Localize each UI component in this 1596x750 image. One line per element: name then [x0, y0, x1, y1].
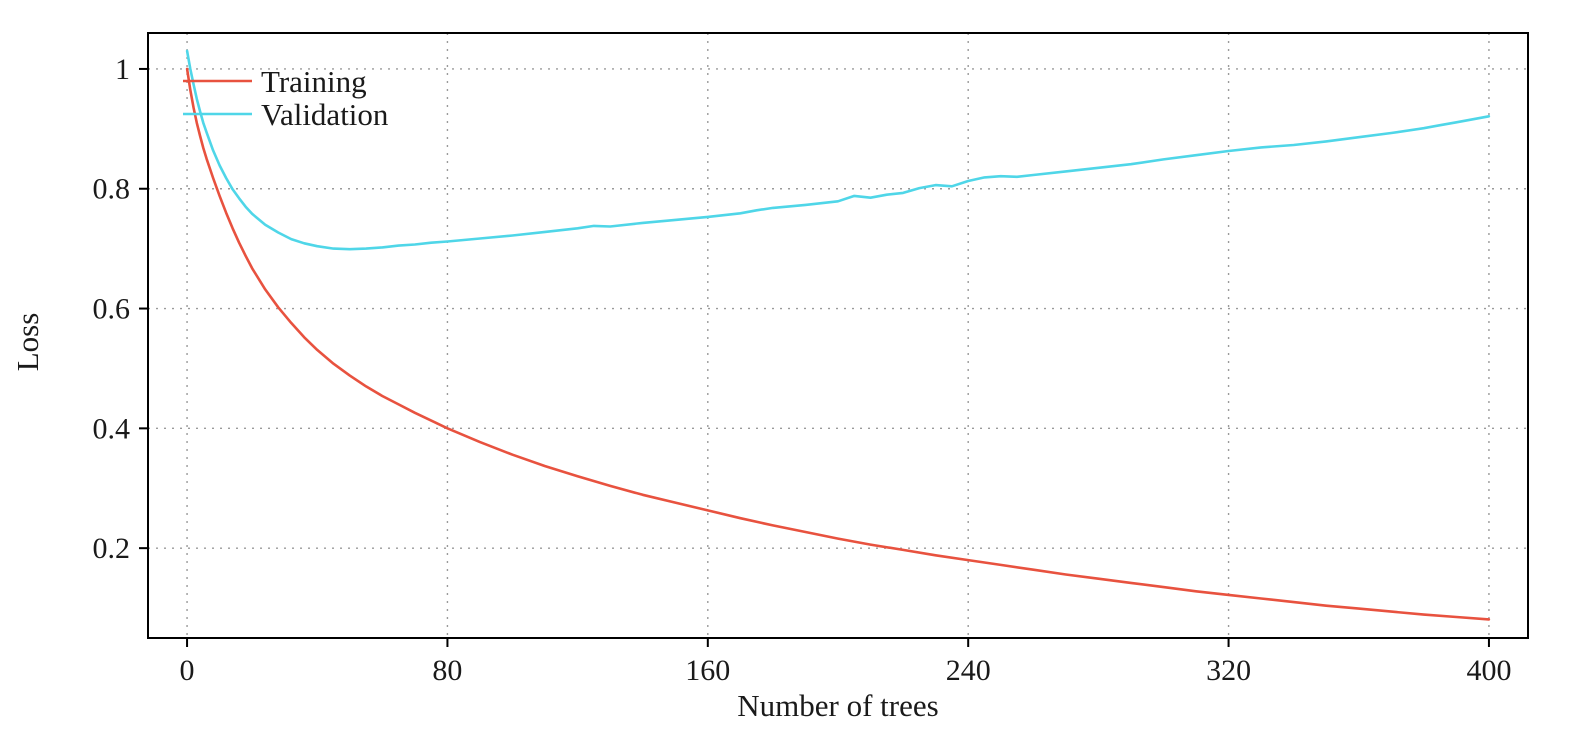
x-tick-label: 320 [1206, 654, 1251, 687]
x-axis-title: Number of trees [737, 688, 938, 723]
x-tick-label: 400 [1466, 654, 1511, 687]
y-tick-label: 0.6 [93, 293, 131, 326]
x-tick-label: 240 [946, 654, 991, 687]
y-axis-title: Loss [10, 313, 45, 372]
grid-layer [148, 33, 1528, 638]
legend-label-validation: Validation [261, 97, 389, 132]
x-tick-label: 80 [432, 654, 462, 687]
legend-label-training: Training [261, 64, 367, 99]
x-tick-label: 160 [685, 654, 730, 687]
y-tick-label: 1 [115, 53, 130, 86]
y-tick-label: 0.2 [93, 532, 131, 565]
validation-line [185, 49, 1491, 251]
y-tick-label: 0.4 [93, 412, 131, 445]
y-tick-label: 0.8 [93, 173, 131, 206]
training-line [185, 67, 1491, 621]
ticks-layer: 0 80 160 240 320 400 0.2 0.4 0.6 0.8 1 [93, 53, 1512, 687]
plot-border [147, 32, 1529, 639]
x-tick-label: 0 [180, 654, 195, 687]
series-layer [185, 49, 1491, 621]
